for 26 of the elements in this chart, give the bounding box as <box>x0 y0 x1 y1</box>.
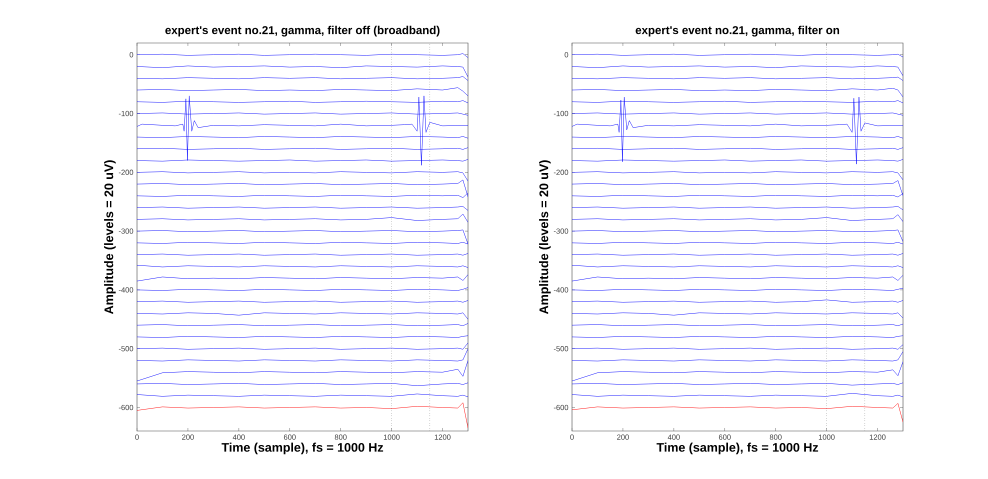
line-series <box>137 87 468 96</box>
line-series <box>137 66 468 78</box>
line-series <box>137 402 468 428</box>
line-series <box>572 66 904 76</box>
y-axis-title: Amplitude (levels = 20 uV) <box>104 160 116 314</box>
line-series <box>572 361 904 382</box>
line-series <box>572 403 904 422</box>
line-series <box>137 96 468 166</box>
line-series <box>137 172 468 182</box>
chart-title: expert's event no.21, gamma, filter off (broadband) <box>165 26 440 36</box>
x-axis-title: Time (sample), fs = 1000 Hz <box>656 442 818 454</box>
line-series <box>572 88 904 98</box>
line-series <box>137 274 468 282</box>
x-axis-title: Time (sample), fs = 1000 Hz <box>222 442 384 454</box>
line-series <box>137 360 468 382</box>
line-series <box>572 214 904 222</box>
chart-title: expert's event no.21, gamma, filter on <box>636 26 840 36</box>
line-series <box>572 96 904 164</box>
line-series <box>137 348 468 362</box>
line-series <box>572 172 904 180</box>
y-axis-title: Amplitude (levels = 20 uV) <box>539 160 551 314</box>
line-series <box>137 214 468 223</box>
line-series <box>137 312 468 320</box>
line-series <box>572 351 904 362</box>
line-series <box>137 180 468 198</box>
line-series <box>137 342 468 350</box>
